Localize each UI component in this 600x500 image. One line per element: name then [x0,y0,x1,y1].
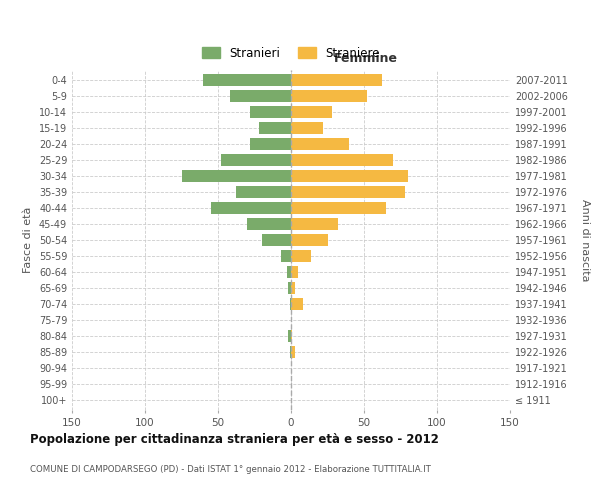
Bar [291,266,298,278]
Bar [291,218,338,230]
Bar [291,90,367,102]
Bar [291,282,295,294]
Bar [250,138,291,150]
Bar [230,90,291,102]
Bar [281,250,291,262]
Bar [182,170,291,182]
Bar [211,202,291,214]
Bar [236,186,291,198]
Bar [291,330,292,342]
Bar [291,234,328,246]
Bar [290,298,291,310]
Bar [291,74,382,86]
Bar [291,154,393,166]
Bar [291,298,302,310]
Bar [221,154,291,166]
Bar [259,122,291,134]
Bar [291,346,295,358]
Bar [288,330,291,342]
Y-axis label: Fasce di età: Fasce di età [23,207,33,273]
Bar [291,106,332,118]
Bar [290,346,291,358]
Bar [291,186,405,198]
Bar [288,282,291,294]
Bar [291,202,386,214]
Bar [262,234,291,246]
Text: Popolazione per cittadinanza straniera per età e sesso - 2012: Popolazione per cittadinanza straniera p… [30,432,439,446]
Bar [247,218,291,230]
Bar [291,122,323,134]
Bar [250,106,291,118]
Bar [291,250,311,262]
Legend: Stranieri, Straniere: Stranieri, Straniere [197,42,385,64]
Text: COMUNE DI CAMPODARSEGO (PD) - Dati ISTAT 1° gennaio 2012 - Elaborazione TUTTITAL: COMUNE DI CAMPODARSEGO (PD) - Dati ISTAT… [30,465,431,474]
Bar [291,170,408,182]
Bar [203,74,291,86]
Bar [287,266,291,278]
Text: Femmine: Femmine [334,52,397,65]
Y-axis label: Anni di nascita: Anni di nascita [580,198,590,281]
Bar [291,138,349,150]
